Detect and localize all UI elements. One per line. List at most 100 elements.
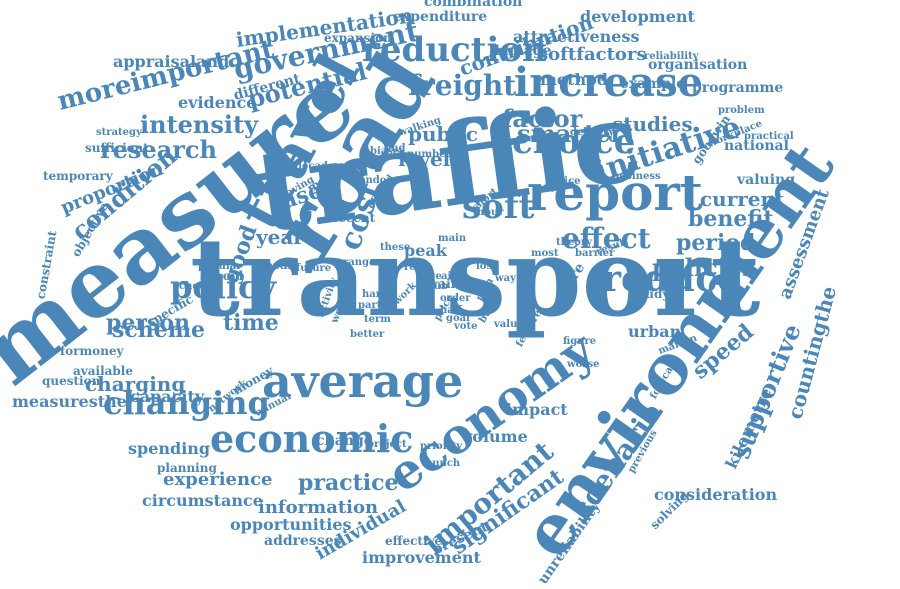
word-choose: choose (179, 281, 218, 292)
word-business: business (612, 171, 661, 182)
word-biases: biases (370, 146, 405, 157)
word-problem: problem (718, 105, 765, 116)
word-find: find (384, 143, 406, 154)
word-choice: choice (512, 121, 636, 162)
word-harm: harm (362, 289, 392, 300)
word-economic: economic (210, 415, 414, 461)
word-lose: lose (476, 261, 499, 272)
word-transport: transport (190, 214, 761, 341)
word-smarter: smarter (517, 118, 624, 148)
word-decade: decade (295, 161, 335, 172)
word-planning: planning (157, 461, 217, 476)
word-spending: spending (128, 439, 211, 459)
word-consideration: consideration (654, 485, 778, 505)
word-peak: peak (404, 241, 447, 261)
word-factor: factor (502, 103, 583, 133)
word-expenditure: expenditure (393, 8, 488, 25)
word-club: club (424, 281, 449, 292)
word-level: level (398, 147, 451, 171)
word-priority: priority (420, 441, 463, 452)
word-policy: policy (170, 268, 277, 307)
word-freight: freight (408, 68, 517, 102)
word-worse: worse (567, 359, 600, 370)
word-studies: studies (612, 112, 693, 136)
word-role: role (404, 262, 427, 273)
word-average: average (262, 354, 464, 409)
word-delivery: delivery (570, 127, 615, 138)
word-formoney: formoney (60, 344, 124, 359)
word-person: person (106, 310, 191, 337)
word-goal: goal (446, 313, 470, 324)
word-experience: experience (163, 468, 273, 490)
word-popular: popular (198, 261, 242, 272)
word-softfactors: softfactors (538, 43, 647, 65)
word-addresses: addresses (264, 532, 342, 549)
word-national: national (724, 137, 789, 154)
word-study: study (633, 287, 670, 302)
word-scheme: scheme (112, 317, 206, 344)
word-impact: impact (506, 400, 568, 420)
word-reduction: reduction (362, 29, 547, 70)
word-time: time (223, 310, 279, 337)
word-public: public (408, 122, 478, 146)
word-benefit: benefit (688, 206, 774, 233)
word-temporary: temporary (43, 169, 113, 184)
word-effect: effect (562, 221, 651, 255)
word-way: way (495, 273, 516, 284)
word-theory: theory (556, 237, 593, 248)
word-number: number (407, 149, 451, 160)
word-development: development (580, 7, 695, 27)
word-combination: combination (424, 0, 523, 10)
word-range: range (343, 257, 376, 268)
word-london: london (355, 175, 394, 186)
word-expansion: expansion (324, 31, 392, 46)
word-valuing: valuing (737, 171, 795, 188)
word-recent: recent (332, 211, 376, 226)
word-information: information (258, 496, 379, 518)
word-programme: programme (692, 79, 784, 96)
word-main: main (438, 233, 467, 244)
word-school: school (200, 269, 244, 284)
word-project: project (367, 439, 407, 450)
word-launch: launch (422, 458, 461, 469)
word-value: value (494, 319, 524, 330)
word-policies: policies (652, 252, 756, 282)
word-capacity: capacity (130, 387, 205, 407)
word-circumstance: circumstance (142, 491, 263, 511)
word-measuresthe: measuresthe (12, 392, 127, 412)
word-rail: rail (432, 277, 456, 292)
word-practice: practice (298, 470, 399, 497)
word-organisation: organisation (648, 56, 748, 73)
word-aid: aid (441, 271, 459, 282)
word-intensity: intensity (140, 109, 259, 139)
word-advice: advice (545, 176, 581, 187)
word-opportunities: opportunities (230, 515, 352, 535)
word-volume: volume (463, 427, 528, 447)
word-reliability: reliability (644, 51, 699, 62)
word-future: future (296, 263, 332, 274)
word-current: current (700, 187, 785, 211)
word-year: year (256, 225, 304, 249)
word-increase: increase (514, 59, 704, 106)
word-available: available (73, 364, 133, 379)
word-period: period (676, 230, 756, 257)
word-damage: damage (490, 42, 552, 59)
word-part: part (358, 300, 382, 311)
word-changing: changing (103, 384, 270, 423)
word-term: term (364, 314, 391, 325)
word-sufficient: sufficient (85, 141, 149, 156)
word-strategy: strategy (96, 127, 142, 138)
word-local: local (260, 258, 293, 273)
word-reduce: reduce (602, 258, 741, 301)
word-hour: hour (477, 207, 504, 218)
word-question: question (42, 374, 101, 389)
word-example: example (620, 75, 686, 92)
word-vote: vote (454, 321, 478, 332)
word-barrier: barrier (575, 248, 615, 259)
word-half: half (440, 305, 462, 316)
word-age: age (422, 271, 442, 282)
word-soft: soft (462, 186, 535, 227)
word-practical: practical (744, 131, 794, 142)
word-method: method (540, 70, 608, 90)
